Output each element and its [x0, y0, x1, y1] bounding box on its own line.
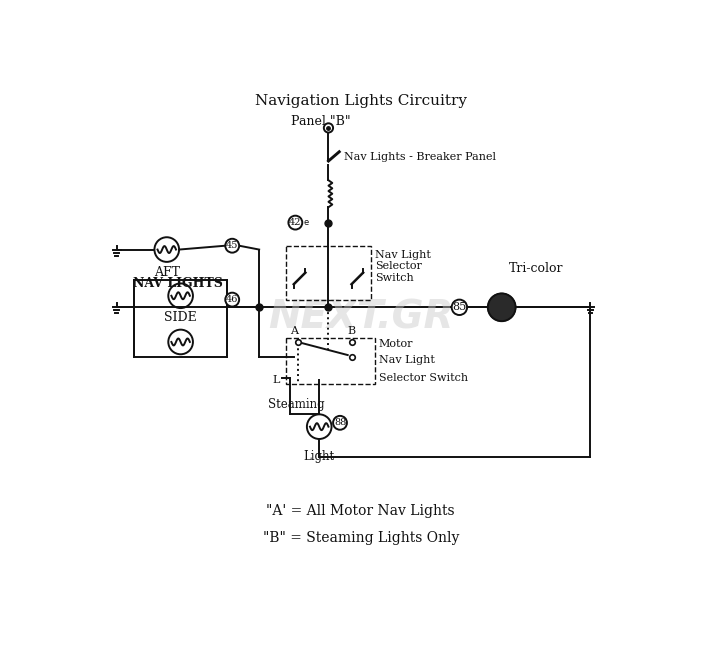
Text: Light: Light: [303, 450, 335, 463]
Text: Steaming: Steaming: [268, 398, 325, 411]
Bar: [286, 338, 375, 384]
Circle shape: [324, 124, 333, 132]
Text: Motor: Motor: [379, 339, 413, 349]
Text: Nav Light
Selector
Switch: Nav Light Selector Switch: [375, 250, 431, 283]
Circle shape: [289, 216, 302, 230]
Circle shape: [225, 238, 239, 253]
Text: 85: 85: [452, 303, 467, 313]
Text: Selector Switch: Selector Switch: [379, 373, 467, 383]
Bar: [134, 281, 227, 357]
Text: Navigation Lights Circuitry: Navigation Lights Circuitry: [255, 94, 467, 108]
Text: SIDE: SIDE: [164, 311, 197, 324]
Text: "A' = All Motor Nav Lights: "A' = All Motor Nav Lights: [267, 504, 455, 518]
Circle shape: [452, 300, 467, 315]
Text: 42: 42: [289, 218, 301, 227]
Text: Nav Light: Nav Light: [379, 355, 434, 365]
Text: L: L: [272, 375, 280, 385]
Text: e: e: [303, 218, 308, 227]
Text: NAV LIGHTS: NAV LIGHTS: [133, 277, 223, 289]
Text: B: B: [348, 326, 356, 336]
Circle shape: [333, 416, 347, 430]
Text: Tri-color: Tri-color: [509, 263, 564, 275]
Text: AFT: AFT: [153, 267, 180, 279]
Text: 46: 46: [226, 295, 239, 304]
Text: A: A: [290, 326, 298, 336]
Text: Panel "B": Panel "B": [291, 115, 351, 128]
Circle shape: [225, 293, 239, 307]
Bar: [286, 246, 371, 300]
Text: "B" = Steaming Lights Only: "B" = Steaming Lights Only: [263, 531, 459, 545]
Text: NEXT.GR: NEXT.GR: [268, 299, 453, 336]
Text: Nav Lights - Breaker Panel: Nav Lights - Breaker Panel: [344, 152, 496, 162]
Circle shape: [488, 293, 515, 321]
Text: 88: 88: [334, 418, 346, 428]
Text: 45: 45: [226, 241, 239, 250]
